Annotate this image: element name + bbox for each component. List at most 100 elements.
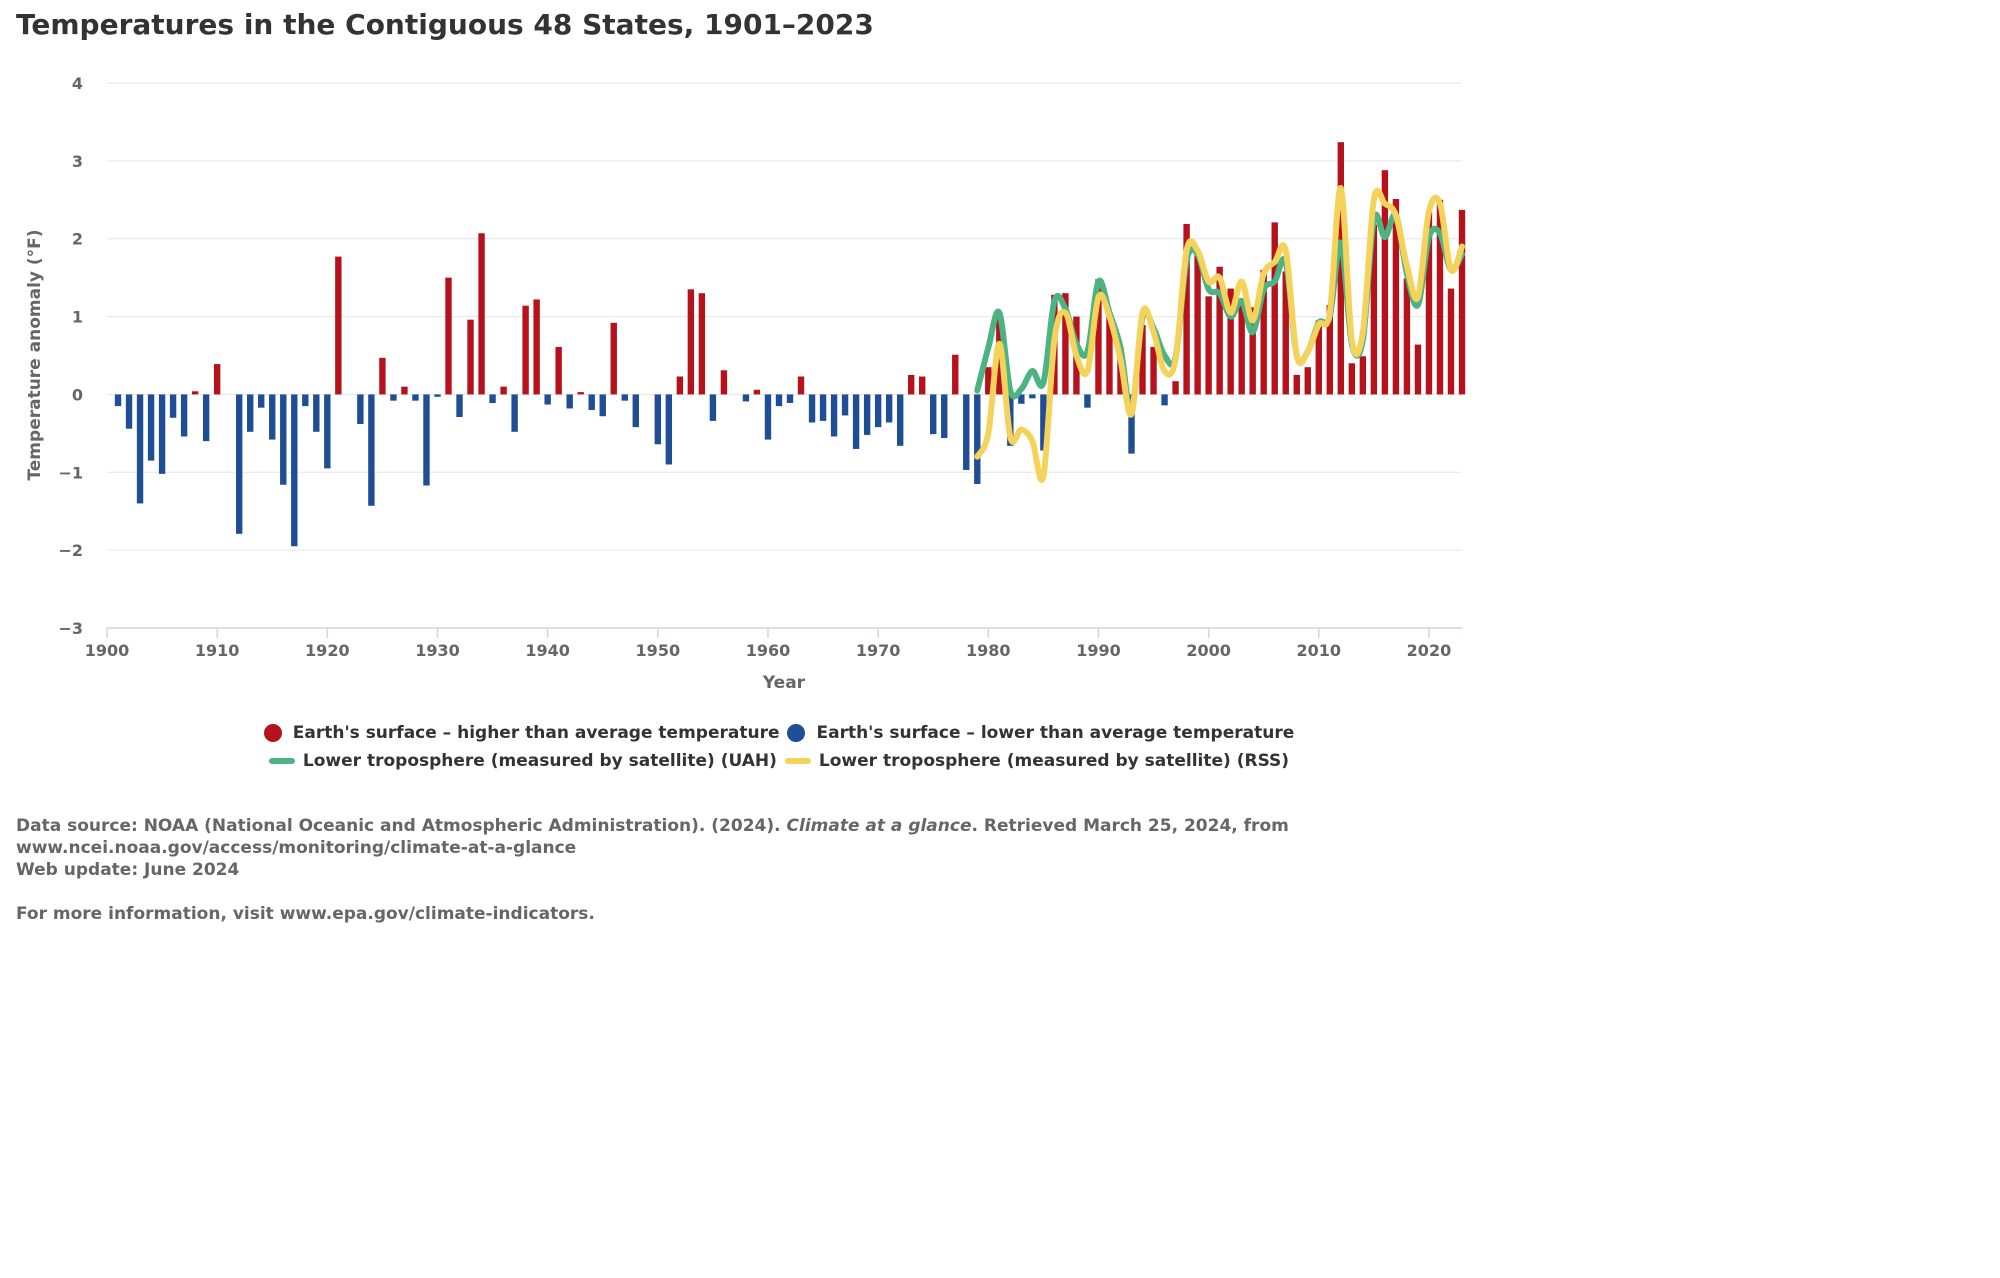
bar[interactable] <box>907 374 915 395</box>
bar[interactable] <box>467 319 474 395</box>
bar[interactable] <box>1106 316 1113 395</box>
bar[interactable] <box>841 394 849 416</box>
legend-item-surface-lower[interactable]: Earth's surface – lower than average tem… <box>787 722 1294 744</box>
bar[interactable] <box>1029 394 1036 399</box>
bar[interactable] <box>885 394 893 423</box>
bar[interactable] <box>478 233 485 395</box>
bar[interactable] <box>213 364 221 395</box>
bar[interactable] <box>302 394 309 407</box>
bar[interactable] <box>423 394 430 486</box>
bar[interactable] <box>544 394 551 405</box>
bar[interactable] <box>511 394 518 432</box>
bar[interactable] <box>379 357 386 395</box>
bar[interactable] <box>280 394 287 485</box>
bar[interactable] <box>1403 278 1411 395</box>
bar[interactable] <box>963 394 970 470</box>
bar[interactable] <box>1392 199 1400 395</box>
bar[interactable] <box>445 277 452 395</box>
bar[interactable] <box>258 394 265 408</box>
bar[interactable] <box>930 394 937 435</box>
bar[interactable] <box>566 394 573 409</box>
bar[interactable] <box>1359 356 1367 395</box>
bar[interactable] <box>1062 293 1069 395</box>
bar[interactable] <box>1293 374 1300 395</box>
bar[interactable] <box>698 293 706 395</box>
bar[interactable] <box>335 256 342 395</box>
bar[interactable] <box>1018 394 1025 404</box>
bar[interactable] <box>269 394 276 440</box>
bar[interactable] <box>1271 222 1278 395</box>
bar[interactable] <box>676 376 684 395</box>
bar[interactable] <box>709 394 717 421</box>
bar[interactable] <box>753 389 761 395</box>
bar[interactable] <box>1161 394 1168 406</box>
bar[interactable] <box>1172 381 1179 395</box>
bar[interactable] <box>247 394 254 432</box>
bar[interactable] <box>896 394 904 446</box>
bar[interactable] <box>401 386 408 395</box>
bar[interactable] <box>687 289 695 395</box>
bar[interactable] <box>1238 301 1245 395</box>
bar[interactable] <box>1326 304 1333 395</box>
bar[interactable] <box>819 394 827 421</box>
legend-item-uah[interactable]: Lower troposphere (measured by satellite… <box>268 750 777 772</box>
bar[interactable] <box>555 346 562 395</box>
bar[interactable] <box>1205 296 1212 395</box>
bar[interactable] <box>1216 266 1223 395</box>
bar[interactable] <box>180 394 188 437</box>
bar[interactable] <box>632 394 639 428</box>
bar[interactable] <box>874 394 882 428</box>
bar[interactable] <box>1304 367 1311 395</box>
bar[interactable] <box>1425 212 1433 395</box>
bar[interactable] <box>191 391 199 395</box>
bar[interactable] <box>1183 223 1190 395</box>
bar[interactable] <box>114 394 122 407</box>
bar[interactable] <box>1260 269 1267 395</box>
bar[interactable] <box>764 394 772 440</box>
bar[interactable] <box>136 394 144 504</box>
bar[interactable] <box>1447 288 1455 395</box>
bar[interactable] <box>941 394 948 439</box>
bar[interactable] <box>1315 320 1322 395</box>
rss-line[interactable] <box>974 185 1465 483</box>
legend-item-surface-higher[interactable]: Earth's surface – higher than average te… <box>263 722 779 744</box>
bar[interactable] <box>434 394 441 397</box>
bar[interactable] <box>456 394 463 418</box>
bar[interactable] <box>974 394 981 484</box>
bar[interactable] <box>621 394 628 401</box>
bar[interactable] <box>390 394 397 401</box>
bar[interactable] <box>368 394 375 506</box>
bar[interactable] <box>169 394 177 418</box>
bar[interactable] <box>291 394 298 547</box>
bar[interactable] <box>522 305 529 395</box>
bar[interactable] <box>324 394 331 469</box>
bar[interactable] <box>489 394 496 403</box>
bar[interactable] <box>830 394 838 437</box>
bar[interactable] <box>1040 394 1047 451</box>
bar[interactable] <box>202 394 210 442</box>
bar[interactable] <box>1095 279 1102 395</box>
bar[interactable] <box>1084 394 1091 408</box>
bar[interactable] <box>236 394 243 534</box>
bar[interactable] <box>500 386 507 395</box>
bar[interactable] <box>1458 209 1466 395</box>
bar[interactable] <box>1282 271 1289 395</box>
bar[interactable] <box>158 394 166 474</box>
bar[interactable] <box>1436 199 1444 395</box>
bar[interactable] <box>533 299 540 395</box>
bar[interactable] <box>985 367 992 395</box>
bar[interactable] <box>412 394 419 401</box>
bar[interactable] <box>720 370 728 395</box>
bar[interactable] <box>610 322 617 395</box>
legend-item-rss[interactable]: Lower troposphere (measured by satellite… <box>784 750 1289 772</box>
bar[interactable] <box>1348 363 1356 395</box>
bar[interactable] <box>654 394 662 445</box>
bar[interactable] <box>1337 142 1345 395</box>
bar[interactable] <box>1249 307 1256 395</box>
bar[interactable] <box>952 354 959 395</box>
bar[interactable] <box>919 376 926 395</box>
bar[interactable] <box>1128 394 1135 454</box>
bar[interactable] <box>1414 344 1422 395</box>
bar[interactable] <box>1370 224 1378 395</box>
bar[interactable] <box>1381 170 1389 395</box>
